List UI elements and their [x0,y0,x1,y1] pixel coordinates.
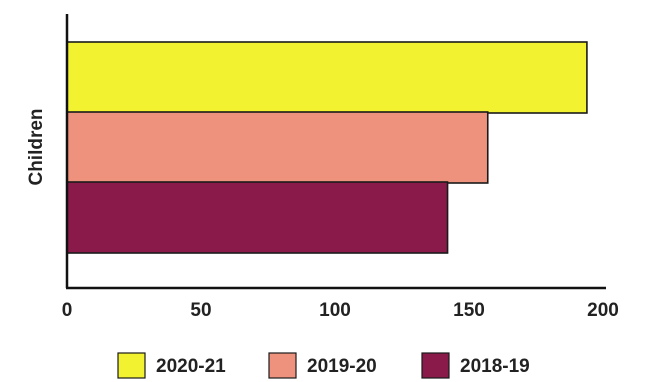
x-ticks: 0 50 100 150 200 [62,300,619,321]
legend-swatch [421,352,450,379]
bars-layer [66,41,588,254]
bar-2018-19 [66,181,449,254]
x-tick-label: 150 [453,300,485,321]
legend: 2020-21 2019-20 2018-19 [117,352,530,379]
legend-label: 2018-19 [460,356,530,377]
legend-item-2020-21: 2020-21 [117,352,226,379]
bar-2019-20 [66,111,489,184]
x-tick-label: 50 [190,300,211,321]
x-tick-label: 200 [587,300,619,321]
legend-label: 2020-21 [156,356,226,377]
x-tick-label: 100 [319,300,351,321]
legend-swatch [117,352,146,379]
legend-item-2018-19: 2018-19 [421,352,530,379]
legend-label: 2019-20 [307,356,377,377]
bar-2020-21 [66,41,588,114]
legend-swatch [268,352,297,379]
x-tick-label: 0 [62,300,73,321]
legend-item-2019-20: 2019-20 [268,352,377,379]
y-axis-label: Children [26,108,47,185]
